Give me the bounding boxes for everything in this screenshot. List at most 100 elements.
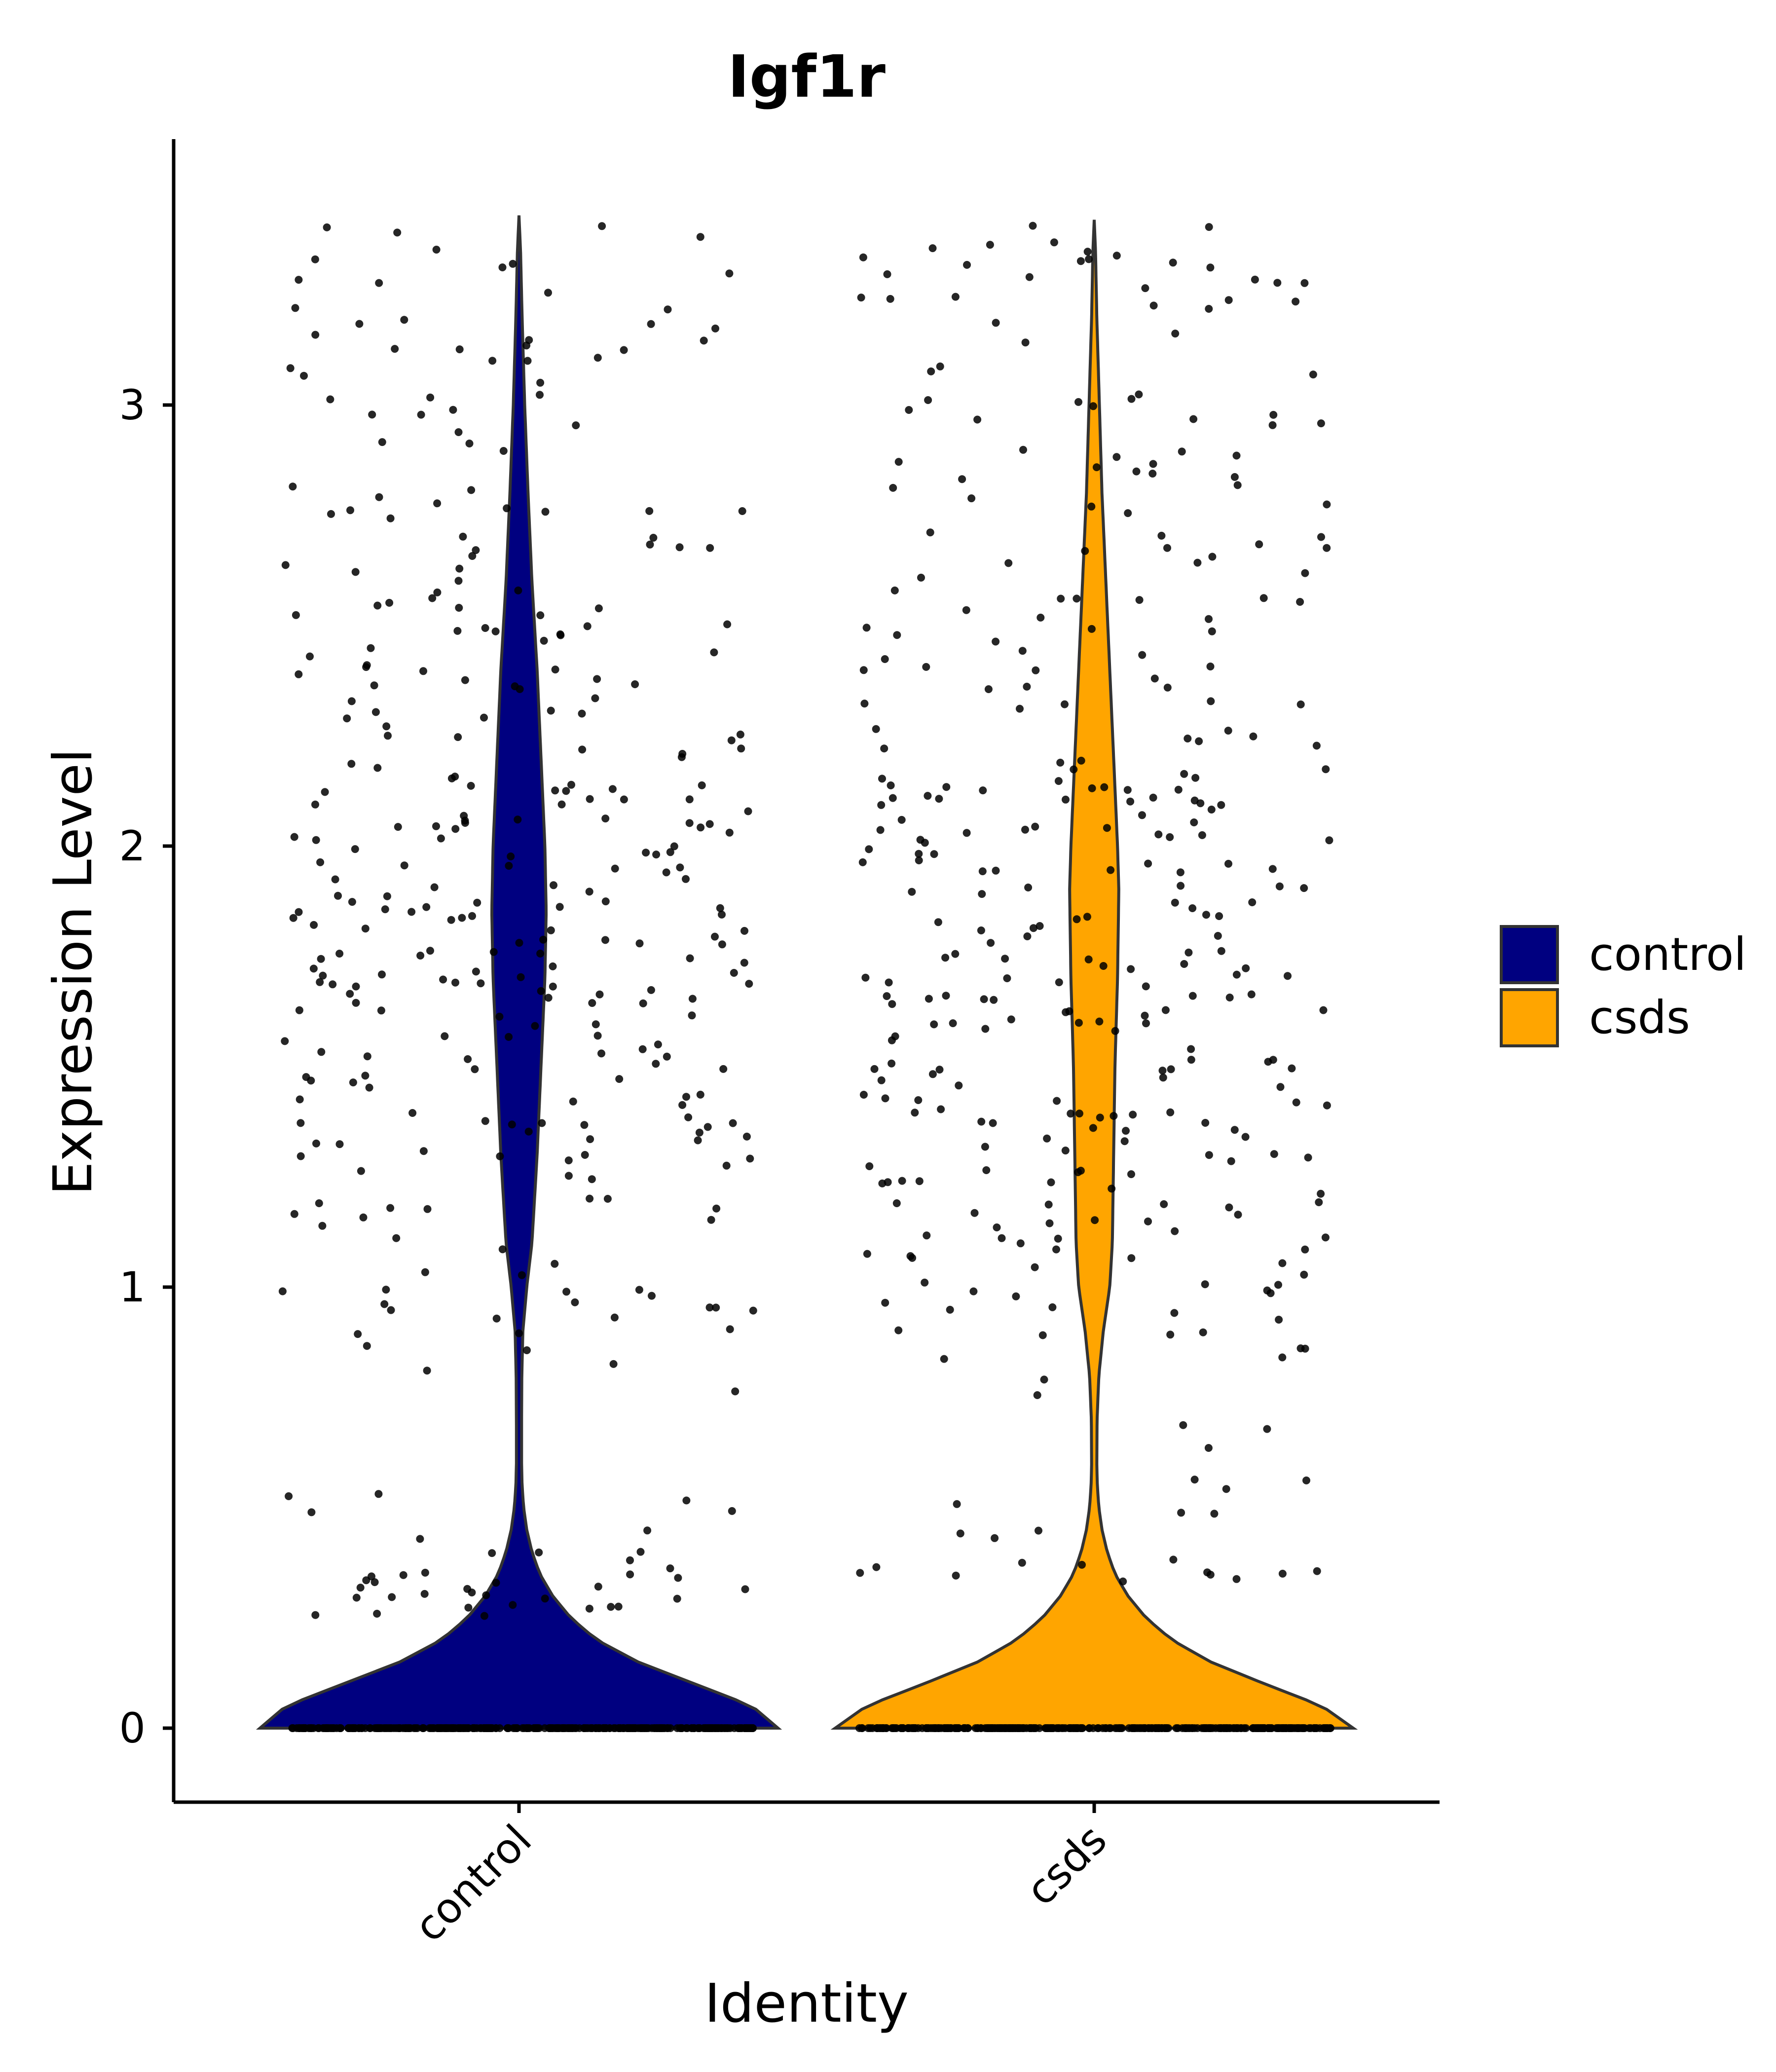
data-point-csds (926, 528, 934, 537)
data-point-control (605, 1724, 614, 1732)
data-point-control (550, 881, 557, 889)
data-point-csds (992, 866, 1000, 875)
data-point-control (387, 1724, 396, 1732)
data-point-control (585, 1604, 593, 1613)
data-point-csds (1075, 1110, 1083, 1118)
data-point-control (343, 714, 351, 723)
data-point-csds (1284, 972, 1292, 980)
data-point-control (712, 1724, 720, 1732)
data-point-csds (1223, 1724, 1231, 1732)
data-point-control (571, 1298, 579, 1306)
data-point-csds (1124, 509, 1132, 518)
data-point-csds (980, 995, 988, 1003)
data-point-csds (934, 918, 942, 926)
data-point-control (555, 903, 564, 911)
data-point-csds (1141, 284, 1149, 293)
data-point-control (492, 1314, 501, 1323)
data-point-control (593, 354, 602, 362)
data-point-csds (1012, 1292, 1020, 1300)
data-point-csds (1278, 1259, 1287, 1267)
data-point-csds (1249, 732, 1258, 740)
data-point-control (492, 1579, 500, 1587)
data-point-csds (1029, 924, 1037, 932)
data-point-control (375, 279, 383, 287)
data-point-csds (1163, 683, 1172, 692)
data-point-csds (1169, 1555, 1178, 1564)
data-point-control (745, 980, 753, 988)
data-point-csds (1167, 1065, 1175, 1073)
data-point-control (432, 822, 440, 830)
data-point-control (481, 1117, 489, 1125)
data-point-csds (1160, 1200, 1168, 1208)
data-point-csds (1180, 960, 1188, 968)
data-point-control (467, 486, 476, 494)
data-point-csds (1300, 1270, 1308, 1279)
data-point-csds (1242, 964, 1250, 972)
data-point-csds (881, 655, 889, 663)
data-point-control (597, 1049, 605, 1058)
data-point-control (455, 345, 464, 354)
data-point-control (601, 936, 609, 944)
data-point-control (433, 588, 442, 596)
data-point-control (645, 507, 654, 515)
data-point-control (586, 1135, 594, 1144)
data-point-control (684, 1113, 693, 1121)
data-point-control (694, 1724, 702, 1732)
data-point-csds (1132, 467, 1141, 476)
data-point-csds (1120, 1137, 1129, 1146)
data-point-control (295, 276, 303, 284)
data-point-control (522, 341, 531, 350)
data-point-csds (1147, 1724, 1155, 1732)
data-point-control (564, 1172, 573, 1180)
data-point-control (428, 594, 437, 602)
data-point-control (742, 1132, 751, 1141)
data-point-control (664, 305, 672, 314)
data-point-control (562, 787, 570, 795)
data-point-control (419, 1724, 428, 1732)
data-point-csds (987, 939, 995, 947)
data-point-csds (1138, 811, 1146, 819)
data-point-control (746, 1154, 754, 1163)
data-point-control (423, 1367, 431, 1375)
data-point-csds (1278, 1353, 1287, 1362)
data-point-control (662, 868, 670, 877)
data-point-csds (1048, 1303, 1057, 1311)
data-point-csds (1190, 1476, 1199, 1484)
data-point-csds (1108, 1184, 1116, 1193)
data-point-csds (921, 1278, 929, 1287)
legend-key-control (1500, 925, 1559, 984)
data-point-csds (1184, 948, 1193, 957)
data-point-control (721, 1724, 730, 1732)
data-point-csds (1312, 741, 1321, 750)
data-point-csds (946, 1305, 954, 1314)
data-point-csds (1230, 1724, 1239, 1732)
data-point-control (286, 364, 295, 372)
data-point-control (296, 1095, 304, 1104)
data-point-control (586, 1194, 594, 1203)
data-point-control (426, 947, 434, 955)
data-point-control (744, 807, 752, 815)
data-point-control (673, 1594, 681, 1603)
data-point-csds (935, 1066, 944, 1074)
data-point-control (314, 1724, 322, 1732)
data-point-control (642, 849, 650, 857)
data-point-csds (1031, 1724, 1039, 1732)
data-point-control (711, 324, 719, 333)
data-point-control (738, 507, 746, 515)
y-tick-label: 0 (119, 1704, 146, 1752)
data-point-csds (990, 996, 998, 1004)
data-point-control (654, 1040, 662, 1049)
data-point-control (583, 622, 592, 630)
data-point-csds (991, 1534, 999, 1542)
data-point-control (647, 320, 655, 328)
data-point-control (295, 670, 303, 678)
data-point-control (620, 346, 628, 354)
y-ticks: 0 1 2 3 (119, 381, 174, 1752)
data-point-csds (1248, 898, 1257, 906)
data-point-control (564, 1156, 573, 1165)
data-point-csds (1177, 882, 1185, 890)
data-point-control (354, 1330, 362, 1338)
data-point-csds (1016, 704, 1024, 713)
data-point-control (531, 1022, 539, 1030)
data-point-csds (984, 685, 993, 693)
